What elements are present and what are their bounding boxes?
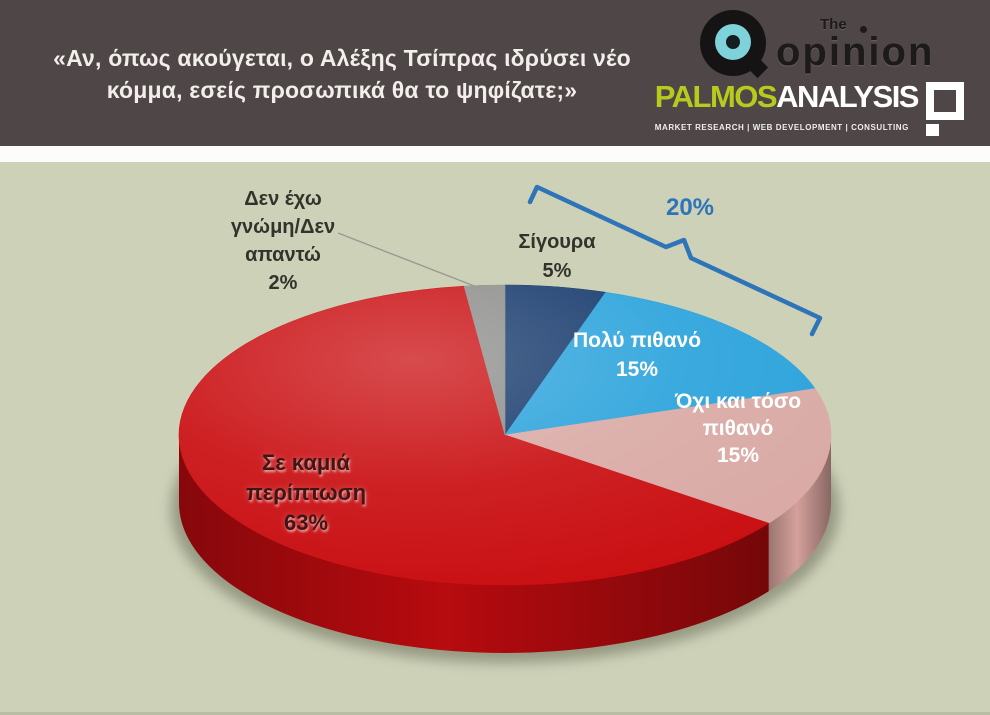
label-oxi-kai-toso-pithano: Όχι και τόσο πιθανό 15% xyxy=(674,390,802,467)
pie-chart xyxy=(171,184,839,663)
label-poly-pithano: Πολύ πιθανό 15% xyxy=(572,329,702,381)
label-20pct: 20% xyxy=(665,194,715,221)
palmos-text: PALMOS xyxy=(654,79,778,114)
pie-sheen xyxy=(179,285,831,585)
palmos-tagline: MARKET RESEARCH | WEB DEVELOPMENT | CONS… xyxy=(654,123,909,132)
opinion-eye-pupil xyxy=(726,35,740,49)
pie-side-oxi-kai-toso-pithano xyxy=(768,435,832,592)
palmos-analysis-logo: PALMOS ANALYSIS MARKET RESEARCH | WEB DE… xyxy=(654,79,964,136)
label-sigoura: Σίγουρα 5% xyxy=(518,231,596,282)
palmos-square-frame xyxy=(926,82,964,120)
palmos-square-icon xyxy=(926,82,964,136)
opinion-dot xyxy=(860,26,867,33)
the-opinion-logo: The opinion xyxy=(700,10,960,82)
question-header: «Αν, όπως ακούγεται, ο Αλέξης Τσίπρας ιδ… xyxy=(0,0,990,146)
opinion-word-text: opinion xyxy=(776,30,935,74)
analysis-text: ANALYSIS xyxy=(776,79,919,114)
palmos-square-tab xyxy=(926,124,939,136)
header-divider-strip xyxy=(0,146,990,162)
survey-question: «Αν, όπως ακούγεται, ο Αλέξης Τσίπρας ιδ… xyxy=(53,45,631,103)
label-se-kamia-periptosi: Σε καμιά περίπτωση 63% xyxy=(245,450,367,535)
chart-panel: Δεν έχω γνώμη/Δεν απαντώ 2% Σίγουρα 5% 2… xyxy=(0,162,990,715)
bracket-20pct xyxy=(527,184,823,337)
palmos-wordmark: PALMOS ANALYSIS xyxy=(654,79,964,136)
pie-side-se-kamia-periptosi xyxy=(178,435,769,654)
opinion-bubble-icon xyxy=(700,10,769,79)
label-den-exo-gnomi: Δεν έχω γνώμη/Δεν απαντώ 2% xyxy=(230,188,336,294)
opinion-wordmark: The opinion xyxy=(776,10,960,82)
opinion-the-text: The xyxy=(820,16,847,33)
leader-line-2pct xyxy=(337,232,483,290)
